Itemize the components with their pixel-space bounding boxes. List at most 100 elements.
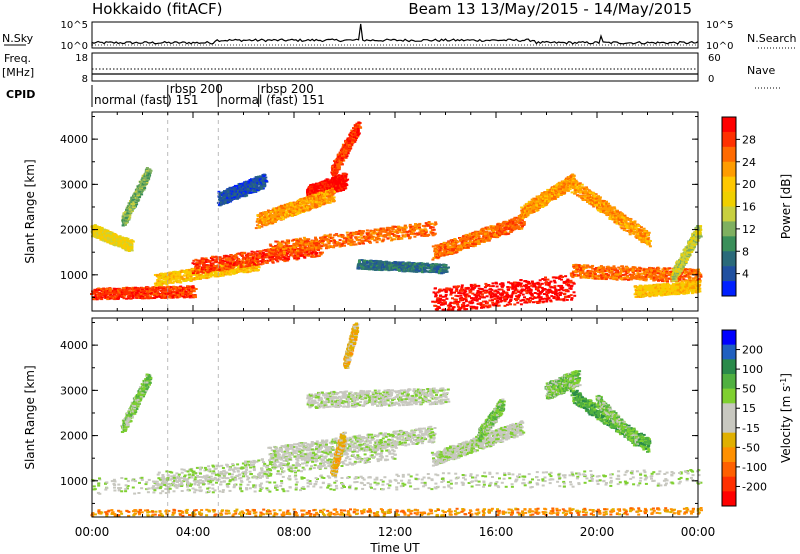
scatter-cell	[501, 293, 505, 296]
scatter-cell	[140, 287, 144, 290]
scatter-cell	[231, 271, 235, 274]
scatter-cell	[175, 288, 179, 290]
scatter-cell	[501, 282, 505, 285]
scatter-cell	[231, 268, 235, 271]
scatter-cell	[125, 289, 128, 292]
scatter-cell	[160, 284, 163, 286]
scatter-cell	[235, 252, 239, 255]
scatter-cell	[378, 238, 382, 241]
scatter-cell	[191, 262, 195, 265]
scatter-cell	[271, 220, 274, 223]
scatter-cell	[202, 267, 206, 270]
scatter-cell	[342, 183, 346, 186]
scatter-cell	[225, 267, 228, 270]
scatter-cell	[103, 288, 107, 291]
scatter-cell	[232, 265, 236, 268]
scatter-cell	[450, 291, 453, 294]
scatter-cell	[166, 285, 170, 288]
scatter-cell	[182, 288, 185, 291]
scatter-cell	[105, 288, 109, 291]
scatter-cell	[225, 272, 229, 275]
scatter-cell	[233, 257, 237, 260]
scatter-cell	[506, 288, 510, 291]
scatter-cell	[141, 297, 145, 299]
scatter-cell	[462, 292, 466, 295]
scatter-cell	[136, 289, 140, 292]
scatter-cell	[158, 286, 162, 289]
scatter-cell	[156, 288, 160, 291]
freq-label: Freq.	[4, 52, 31, 65]
scatter-cell	[179, 277, 182, 280]
scatter-cell	[260, 225, 264, 228]
scatter-cell	[201, 274, 205, 277]
scatter-cell	[135, 296, 138, 299]
scatter-cell	[178, 292, 182, 295]
scatter-cell	[106, 295, 109, 298]
scatter-cell	[198, 274, 202, 277]
scatter-cell	[525, 301, 529, 304]
scatter-cell	[532, 301, 535, 304]
scatter-cell	[187, 275, 191, 278]
scatter-cell	[175, 291, 179, 294]
scatter-cell	[144, 294, 148, 297]
scatter-cell	[160, 291, 164, 294]
scatter-cell	[182, 296, 186, 299]
scatter-cell	[155, 293, 159, 296]
scatter-cell	[519, 279, 523, 282]
scatter-cell	[303, 197, 306, 200]
scatter-cell	[228, 255, 232, 258]
scatter-cell	[349, 243, 353, 246]
nave-tick-bottom: 0	[708, 74, 714, 85]
scatter-cell	[196, 259, 200, 262]
scatter-cell	[312, 255, 316, 258]
scatter-cell	[156, 284, 159, 287]
scatter-cell	[185, 292, 188, 295]
scatter-cell	[150, 292, 154, 295]
scatter-cell	[198, 262, 202, 265]
scatter-cell	[223, 263, 227, 266]
scatter-cell	[251, 267, 255, 270]
scatter-cell	[296, 249, 300, 252]
scatter-cell	[500, 288, 504, 291]
scatter-cell	[210, 264, 213, 267]
scatter-cell	[286, 239, 290, 242]
scatter-cell	[178, 279, 182, 282]
scatter-cell	[168, 274, 172, 277]
scatter-cell	[357, 232, 361, 235]
scatter-cell	[533, 284, 536, 287]
scatter-cell	[517, 294, 521, 297]
scatter-cell	[140, 293, 144, 295]
scatter-cell	[181, 293, 185, 296]
scatter-cell	[127, 297, 131, 300]
scatter-cell	[219, 266, 223, 269]
scatter-cell	[476, 291, 480, 294]
scatter-cell	[187, 290, 191, 293]
scatter-cell	[165, 277, 169, 280]
scatter-cell	[126, 291, 130, 294]
scatter-cell	[321, 242, 325, 245]
scatter-cell	[108, 288, 112, 290]
scatter-cell	[252, 269, 256, 272]
scatter-cell	[300, 249, 304, 251]
scatter-cell	[521, 298, 525, 301]
scatter-cell	[157, 295, 161, 298]
scatter-cell	[303, 246, 307, 249]
scatter-cell	[106, 298, 110, 301]
scatter-cell	[281, 207, 285, 210]
scatter-cell	[315, 252, 319, 255]
scatter-cell	[192, 295, 196, 298]
scatter-cell	[118, 295, 122, 298]
scatter-cell	[189, 285, 193, 288]
scatter-cell	[454, 298, 458, 301]
scatter-cell	[246, 267, 250, 270]
scatter-cell	[328, 233, 332, 236]
scatter-cell	[219, 263, 223, 266]
scatter-cell	[280, 216, 284, 219]
scatter-cell	[198, 269, 202, 272]
scatter-cell	[188, 289, 192, 292]
scatter-cell	[287, 242, 291, 245]
scatter-cell	[536, 288, 540, 290]
scatter-cell	[104, 292, 108, 295]
scatter-cell	[115, 287, 119, 290]
scatter-cell	[194, 288, 198, 290]
